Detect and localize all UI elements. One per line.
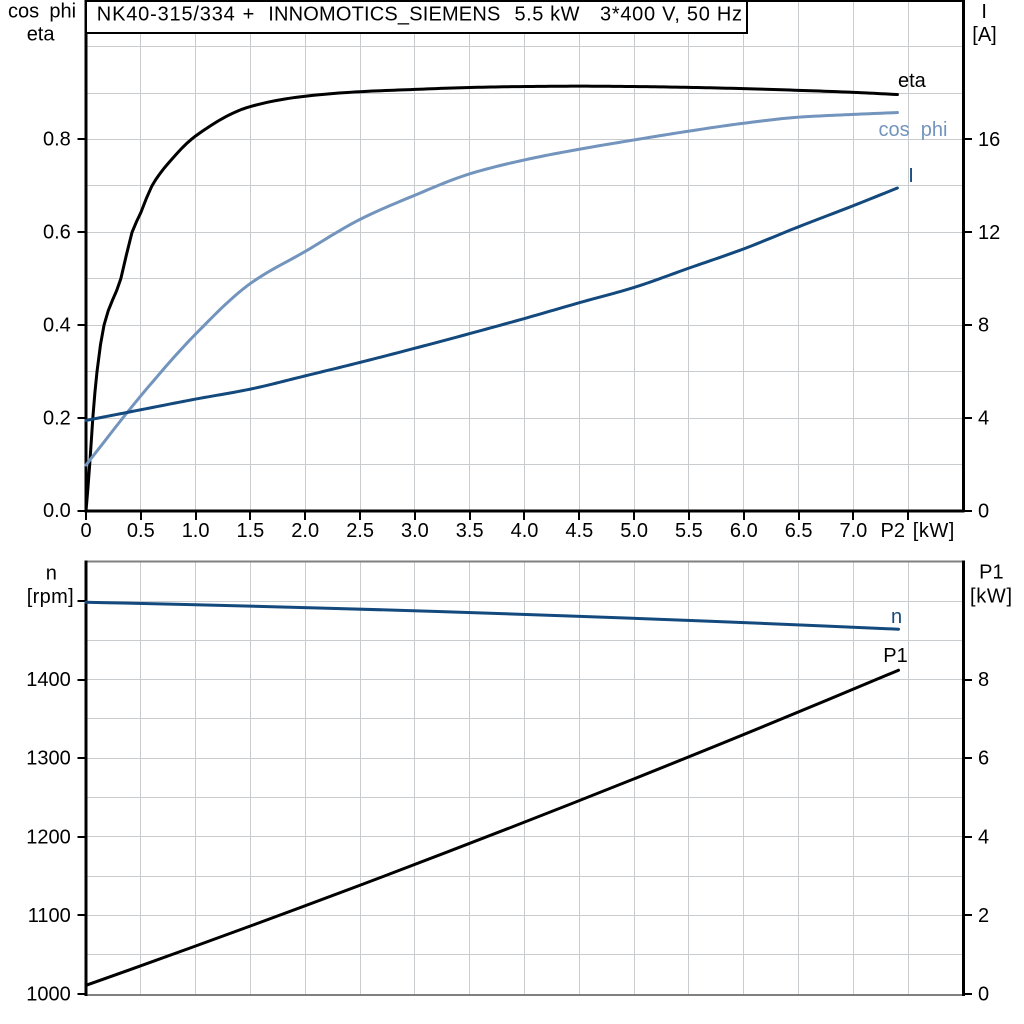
svg-text:8: 8: [978, 315, 989, 337]
svg-text:1.0: 1.0: [182, 520, 210, 542]
svg-text:eta: eta: [27, 23, 56, 45]
svg-text:1200: 1200: [26, 826, 71, 848]
svg-text:0.2: 0.2: [43, 407, 71, 429]
svg-text:1000: 1000: [26, 983, 71, 1005]
svg-text:5.0: 5.0: [620, 520, 648, 542]
svg-text:1300: 1300: [26, 748, 71, 770]
svg-text:2.0: 2.0: [291, 520, 319, 542]
svg-text:2: 2: [978, 905, 989, 927]
svg-text:INNOMOTICS_SIEMENS: INNOMOTICS_SIEMENS: [268, 4, 500, 26]
svg-text:0: 0: [80, 520, 91, 542]
svg-text:0.5: 0.5: [127, 520, 155, 542]
svg-text:4.5: 4.5: [565, 520, 593, 542]
svg-text:cos phi: cos phi: [879, 119, 948, 141]
svg-text:n: n: [46, 562, 57, 584]
svg-text:1100: 1100: [28, 905, 71, 927]
svg-text:0.6: 0.6: [43, 222, 71, 244]
svg-text:4: 4: [978, 826, 989, 848]
svg-text:I: I: [908, 165, 914, 187]
svg-text:7.0: 7.0: [839, 520, 867, 542]
svg-text:16: 16: [978, 129, 1000, 151]
svg-text:P1: P1: [883, 645, 907, 667]
svg-text:6.0: 6.0: [730, 520, 758, 542]
svg-text:0.0: 0.0: [43, 500, 71, 522]
svg-text:12: 12: [978, 222, 1000, 244]
svg-text:P1: P1: [979, 562, 1003, 584]
svg-text:[rpm]: [rpm]: [27, 586, 74, 608]
svg-text:[kW]: [kW]: [970, 585, 1012, 607]
svg-text:P2: P2: [881, 520, 905, 542]
svg-text:I: I: [981, 1, 987, 23]
svg-text:0: 0: [978, 983, 989, 1005]
svg-text:5.5 kW: 5.5 kW: [515, 4, 580, 26]
svg-text:5.5: 5.5: [675, 520, 703, 542]
svg-text:3.0: 3.0: [401, 520, 429, 542]
svg-text:phi: phi: [49, 1, 76, 23]
svg-text:n: n: [891, 606, 902, 628]
svg-text:cos: cos: [8, 1, 39, 23]
svg-text:2.5: 2.5: [346, 520, 374, 542]
svg-text:0.4: 0.4: [43, 314, 71, 336]
svg-text:6: 6: [978, 748, 989, 770]
svg-text:6.5: 6.5: [785, 520, 813, 542]
svg-text:1400: 1400: [26, 669, 71, 691]
svg-text:3*400 V, 50 Hz: 3*400 V, 50 Hz: [600, 4, 742, 26]
svg-text:8: 8: [978, 669, 989, 691]
svg-text:1.5: 1.5: [236, 520, 264, 542]
svg-text:eta: eta: [898, 70, 927, 92]
svg-text:0: 0: [978, 501, 989, 523]
svg-text:NK40-315/334: NK40-315/334: [97, 4, 235, 26]
svg-text:4: 4: [978, 408, 989, 430]
svg-text:4.0: 4.0: [511, 520, 539, 542]
svg-text:3.5: 3.5: [456, 520, 484, 542]
svg-text:[kW]: [kW]: [913, 520, 955, 542]
svg-text:[A]: [A]: [972, 24, 996, 46]
svg-text:0.8: 0.8: [43, 129, 71, 151]
svg-text:+: +: [243, 4, 255, 26]
